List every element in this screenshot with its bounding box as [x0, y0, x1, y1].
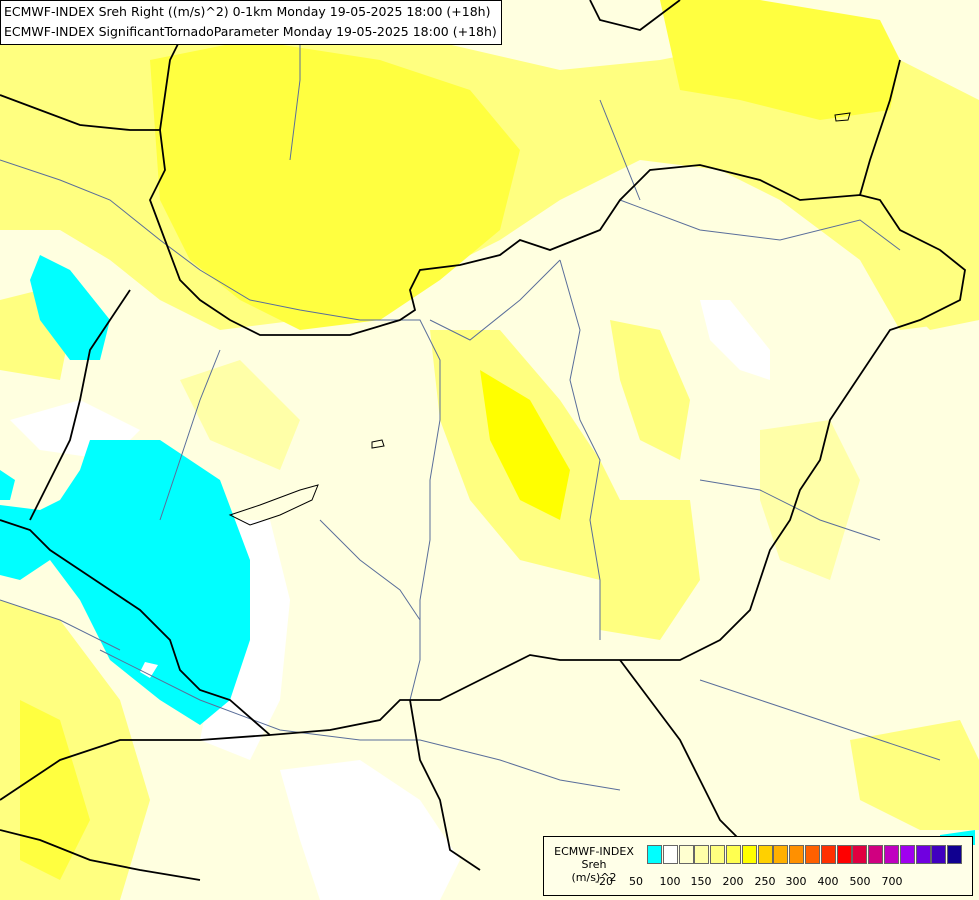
legend-unit: (m/s)^2 [571, 871, 617, 884]
legend-swatch [773, 845, 789, 864]
legend-variable: Sreh [581, 858, 607, 871]
title-line-1: ECMWF-INDEX Sreh Right ((m/s)^2) 0-1km M… [4, 4, 491, 19]
legend-source: ECMWF-INDEX [554, 845, 634, 858]
legend-swatch [694, 845, 710, 864]
legend-tick-label: 50 [629, 875, 643, 888]
legend-swatch [836, 845, 852, 864]
legend-swatch [678, 845, 694, 864]
legend-swatch [647, 845, 662, 864]
legend-swatch [789, 845, 805, 864]
lakes [228, 112, 851, 526]
legend-swatch [820, 845, 836, 864]
legend-swatch [757, 845, 773, 864]
legend-tick-label: 500 [849, 875, 871, 888]
legend-swatch [868, 845, 884, 864]
legend-swatch [915, 845, 931, 864]
legend-tick-label: 100 [659, 875, 681, 888]
rivers [0, 20, 941, 791]
legend-swatch [883, 845, 899, 864]
legend-tick-labels: -20 50 100 150 200 250 300 400 500 700 [595, 875, 972, 889]
map-title-box: ECMWF-INDEX Sreh Right ((m/s)^2) 0-1km M… [0, 0, 502, 45]
title-line-2: ECMWF-INDEX SignificantTornadoParameter … [4, 24, 497, 39]
legend-swatch [710, 845, 726, 864]
legend-swatch [899, 845, 915, 864]
legend-tick-label: -20 [595, 875, 613, 888]
legend-tick-label: 700 [881, 875, 903, 888]
legend-titles: ECMWF-INDEX Sreh (m/s)^2 [546, 845, 642, 884]
legend-swatch [852, 845, 868, 864]
legend-swatch [741, 845, 757, 864]
legend-swatch [931, 845, 947, 864]
legend-tick-label: 400 [817, 875, 839, 888]
legend-swatches [647, 845, 963, 864]
legend-tick-label: 300 [785, 875, 807, 888]
legend-swatch [725, 845, 741, 864]
color-legend: ECMWF-INDEX Sreh (m/s)^2 -20 50 100 150 200 2… [543, 836, 973, 896]
legend-tick-label: 200 [722, 875, 744, 888]
legend-tick-label: 150 [690, 875, 712, 888]
legend-tick-label: 250 [754, 875, 776, 888]
legend-swatch [804, 845, 820, 864]
legend-swatch [662, 845, 678, 864]
legend-swatch [947, 845, 963, 864]
